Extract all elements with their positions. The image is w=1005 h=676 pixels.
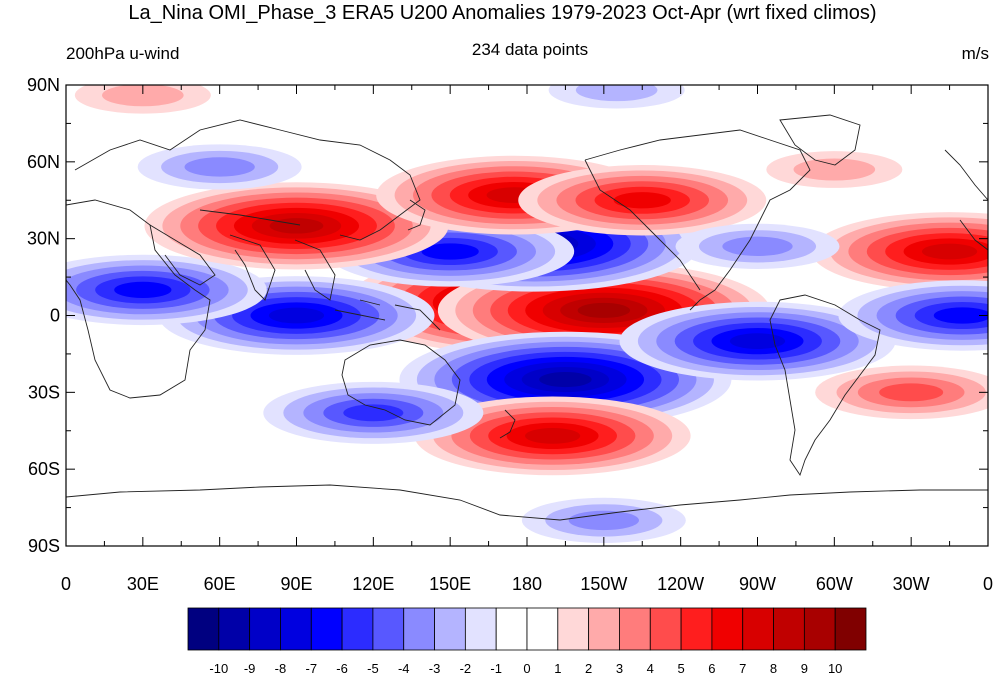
colorbar-swatch [495,607,528,651]
anomaly-contour-18-2 [102,85,184,107]
lon-tick-label: 0 [61,574,71,594]
anomaly-contour-21-3 [722,236,793,257]
lat-tick-label: 30S [28,382,60,402]
colorbar-label: 5 [677,661,684,676]
anomaly-contour-7-8 [269,218,324,234]
colorbar-label: 0 [523,661,530,676]
colorbar-label: 1 [554,661,561,676]
colorbar-swatch [588,607,620,651]
lat-tick-label: 60S [28,459,60,479]
latitude-axis: 90N 60N 30N 0 30S 60S 90S [27,75,988,556]
anomaly-contour-1-9 [577,302,631,318]
colorbar-swatch [280,607,312,651]
colorbar-swatch [834,607,867,651]
colorbar-label: 6 [708,661,715,676]
colorbar-swatch [680,607,713,651]
colorbar-label: -6 [336,661,348,676]
coastlines [66,114,988,521]
anomaly-contour-14-4 [879,383,944,402]
colorbar-swatch [372,607,405,651]
colorbar-label: -10 [209,661,228,676]
colorbar-swatch [434,607,466,651]
anomaly-contour-17-2 [575,85,658,102]
colorbar-swatch [803,607,836,651]
lat-tick-label: 90S [28,536,60,556]
lon-tick-label: 60E [204,574,236,594]
lon-tick-label: 30W [893,574,930,594]
colorbar-swatch [619,607,651,651]
colorbar-swatch [742,607,774,651]
colorbar-label: -7 [305,661,317,676]
colorbar-swatch [310,607,343,651]
anomaly-contour-20-2 [793,158,876,181]
colorbar-label: -8 [275,661,287,676]
anomaly-contour-4-9 [539,371,592,388]
anomaly-contour-15-5 [343,404,404,422]
lon-tick-label: 120E [352,574,394,594]
lon-tick-label: 180 [512,574,542,594]
longitude-axis: 0 30E 60E 90E 120E 150E 180 150W 120W 90W 60W 30W 0 [61,85,993,594]
anomaly-contour-16-3 [184,157,255,177]
colorbar-swatch [218,607,251,651]
lat-tick-label: 60N [27,152,60,172]
lon-tick-label: 90W [739,574,776,594]
colorbar-label: -2 [460,661,472,676]
anomaly-contour-5-7 [268,307,325,324]
colorbar-label: 8 [770,661,777,676]
colorbar-swatch [249,607,281,651]
lon-tick-label: 30E [127,574,159,594]
lat-tick-label: 0 [50,306,60,326]
lon-tick-label: 0 [983,574,993,594]
colorbar-swatch [341,607,374,651]
colorbar-label: -1 [490,661,502,676]
colorbar-swatch [526,607,559,651]
lat-tick-label: 30N [27,229,60,249]
colorbar-label: 2 [585,661,592,676]
colorbar-label: 7 [739,661,746,676]
colorbar-swatch [773,607,805,651]
lon-tick-label: 150W [580,574,627,594]
colorbar-swatch [649,607,682,651]
anomaly-contour-3-6 [421,243,479,260]
colorbar-label: 4 [647,661,654,676]
lon-tick-label: 120W [657,574,704,594]
colorbar-label: -3 [429,661,441,676]
anomaly-contour-11-7 [729,333,786,349]
colorbar-label: -4 [398,661,410,676]
colorbar-label: -5 [367,661,379,676]
colorbar-swatch [403,607,435,651]
anomaly-contour-9-6 [613,192,671,209]
figure-title: La_Nina OMI_Phase_3 ERA5 U200 Anomalies … [128,2,877,24]
units-label: m/s [961,44,989,63]
lon-tick-label: 60W [816,574,853,594]
colorbar-swatch [187,607,220,651]
anomaly-field [66,85,988,543]
data-count-label: 234 data points [471,40,589,59]
colorbar-label: 3 [616,661,623,676]
anomaly-contour-12-7 [921,243,978,260]
anomaly-contour-13-6 [933,307,988,324]
lon-tick-label: 90E [280,574,312,594]
lat-tick-label: 90N [27,75,60,95]
colorbar-swatch [464,607,497,651]
colorbar-label: 10 [828,661,842,676]
anomaly-contour-19-3 [568,510,639,531]
colorbar-swatch [557,607,590,651]
colorbar: -10 -9 -8 -7 -6 -5 -4 -3 -2 -1 0 1 2 3 4 5 6 7 8 9 10 [187,607,867,676]
anomaly-contour-6-6 [114,281,172,299]
colorbar-label: 9 [801,661,808,676]
variable-label: 200hPa u-wind [66,44,180,63]
anomaly-contour-10-7 [525,427,581,444]
lon-tick-label: 150E [429,574,471,594]
colorbar-swatch [711,607,744,651]
colorbar-label: -9 [244,661,256,676]
